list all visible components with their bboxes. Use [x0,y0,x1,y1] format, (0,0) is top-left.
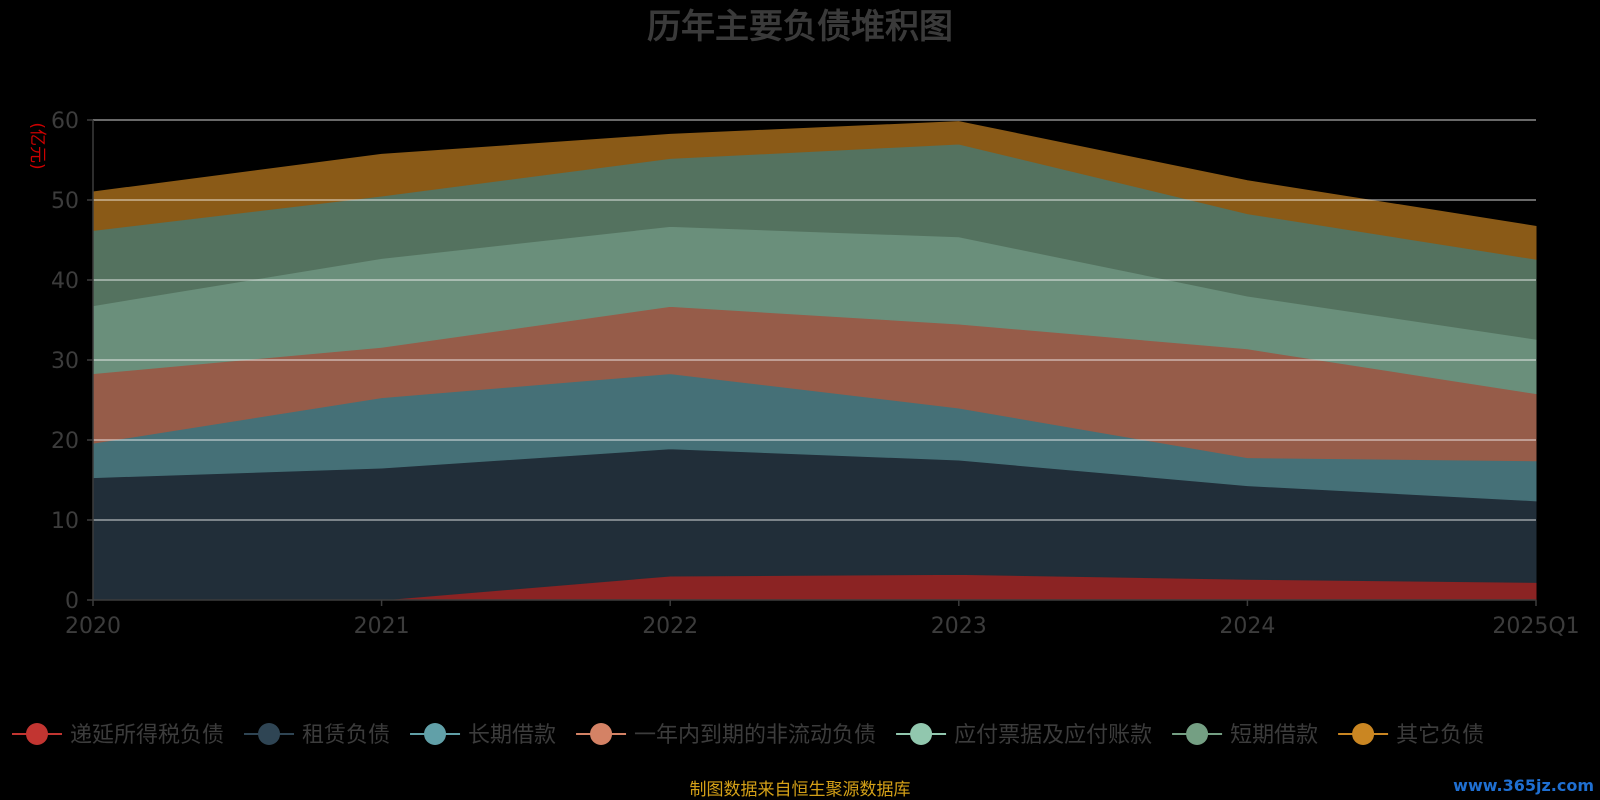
y-tick-label-2: 20 [51,429,79,454]
y-tick-label-4: 40 [51,269,79,294]
legend-label: 一年内到期的非流动负债 [634,723,876,748]
legend-item-3[interactable]: 一年内到期的非流动负债 [576,723,876,748]
chart-title: 历年主要负债堆积图 [647,7,953,47]
y-tick-label-6: 60 [51,109,79,134]
legend-item-6[interactable]: 其它负债 [1338,723,1484,748]
legend-item-2[interactable]: 长期借款 [410,723,556,748]
y-tick-label-0: 0 [65,589,79,614]
x-tick-label-2: 2022 [642,614,698,639]
legend-label: 其它负债 [1396,723,1484,748]
x-tick-label-4: 2024 [1219,614,1275,639]
legend-label: 租赁负债 [302,723,390,748]
axes: 0 10 20 30 40 50 60 2020 2021 2022 2023 2024 2025Q1 [51,109,1580,639]
data-source-footer: 制图数据来自恒生聚源数据库 [690,780,911,800]
area-series-6 [92,121,1537,260]
legend-item-5[interactable]: 短期借款 [1172,723,1318,748]
legend-circle-icon [26,723,48,745]
legend-label: 长期借款 [468,723,556,748]
y-tick-label-3: 30 [51,349,79,374]
x-tick-label-3: 2023 [931,614,987,639]
legend-circle-icon [590,723,613,745]
x-tick-label-5: 2025Q1 [1492,614,1579,639]
x-tick-label-1: 2021 [354,614,410,639]
x-tick-label-0: 2020 [65,614,121,639]
legend-item-0[interactable]: 递延所得税负债 [12,723,224,748]
legend-circle-icon [258,723,281,745]
legend-circle-icon [424,723,447,745]
y-tick-label-1: 10 [51,509,79,534]
legend: 递延所得税负债 租赁负债 长期借款 一年内到期的非流动负债 应付票据及应付账款 短期借款 其… [12,723,1484,748]
y-tick-label-5: 50 [51,189,79,214]
legend-item-1[interactable]: 租赁负债 [244,723,390,748]
grid-lines [93,119,1536,521]
legend-label: 递延所得税负债 [70,723,224,748]
y-axis-label: (亿元) [27,122,47,169]
legend-item-4[interactable]: 应付票据及应付账款 [896,723,1152,748]
legend-circle-icon [1186,723,1209,745]
site-watermark: www.365jz.com [1453,776,1594,795]
legend-label: 应付票据及应付账款 [954,723,1152,748]
area-series-group [92,121,1537,601]
legend-label: 短期借款 [1230,723,1318,748]
legend-circle-icon [1352,723,1375,745]
legend-circle-icon [910,723,933,745]
